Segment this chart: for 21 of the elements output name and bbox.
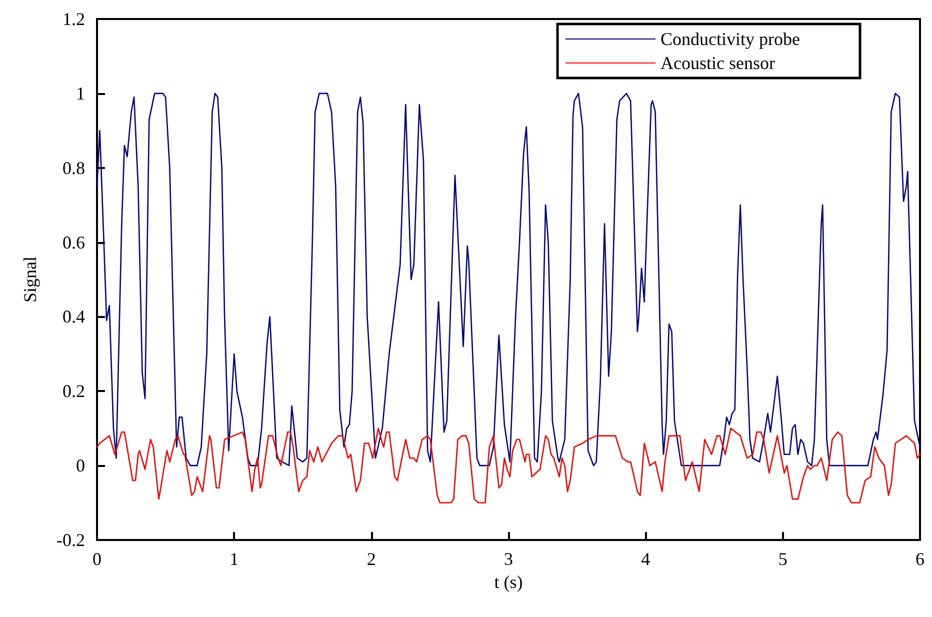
legend-label: Conductivity probe (660, 29, 800, 49)
x-tick-label: 2 (366, 549, 376, 569)
x-tick-label: 3 (504, 549, 513, 569)
y-tick-label: 0.4 (62, 306, 85, 327)
y-tick-label: 0.2 (62, 381, 85, 402)
y-axis-title: Signal (20, 256, 40, 303)
y-tick-label: 1.2 (62, 9, 85, 29)
line-series (96, 428, 921, 504)
x-tick-label: 0 (92, 549, 102, 569)
y-tick-label: 0 (76, 456, 85, 476)
y-tick-label: -0.2 (56, 530, 85, 550)
x-tick-label: 4 (641, 549, 650, 569)
y-tick-label: 0.6 (62, 232, 85, 252)
y-tick-label: 0.8 (62, 158, 85, 178)
y-tick-label: 1 (76, 83, 85, 104)
x-tick-label: 1 (230, 549, 239, 569)
x-tick-label: 6 (916, 549, 924, 569)
x-tick-label: 5 (778, 549, 788, 569)
legend-label: Acoustic sensor (660, 53, 775, 73)
x-axis-title: t (s) (494, 572, 523, 592)
line-series (96, 92, 921, 466)
